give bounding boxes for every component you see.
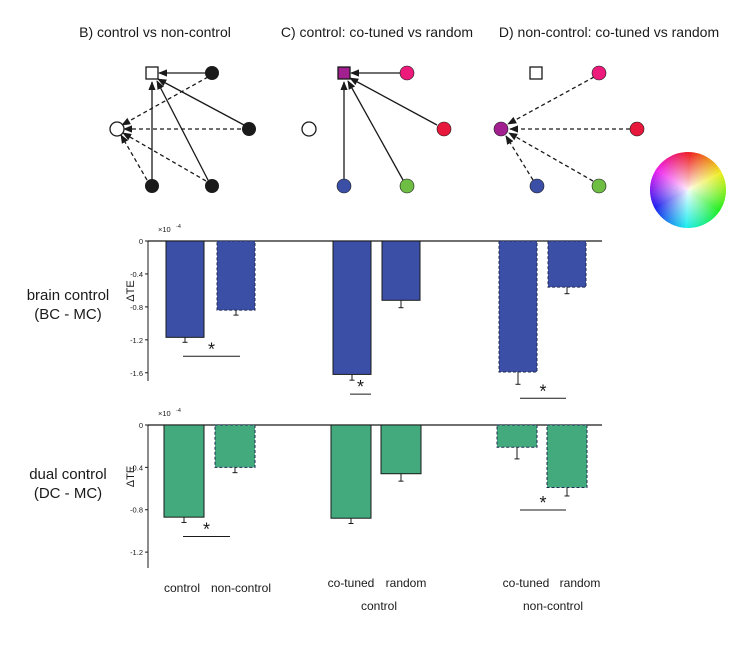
bar [216,240,256,311]
node-circle-d [493,121,509,137]
node-b-4 [205,179,219,193]
bar-chart-dual-control: 0 -0.4 -0.8 -1.2 ×10 -4 ΔTE * * [125,408,602,568]
x-label-group-non-control: non-control [523,599,583,613]
x-label-control: control [164,581,200,595]
bar [330,424,372,519]
node-d-green [591,178,607,194]
y-tick-label: -0.8 [130,303,143,312]
scale-label: ×10 [158,409,171,418]
panel-title-c: C) control: co-tuned vs random [281,24,473,40]
y-tick-label: 0 [139,421,143,430]
node-square-c [337,66,351,80]
y-tick-label: -0.4 [130,270,143,279]
color-wheel-icon [650,151,726,229]
scale-exponent: -4 [176,224,181,230]
bar [380,424,422,475]
significance-star: * [203,519,210,539]
significance-star: * [357,377,364,397]
scale-exponent: -4 [176,408,181,414]
x-label-co-tuned-non-control: co-tuned [503,576,550,590]
y-tick-label: -1.2 [130,336,143,345]
significance-star: * [539,381,546,401]
network-diagram-b [120,69,245,182]
node-square-d [529,66,543,80]
node-d-red [629,121,645,137]
x-label-co-tuned-control: co-tuned [328,576,375,590]
y-tick-label: -0.4 [130,463,143,472]
node-c-red [436,121,452,137]
x-label-random-non-control: random [560,576,601,590]
bar [496,424,538,448]
y-axis-label: ΔTE [125,466,137,487]
y-axis-label: ΔTE [125,280,137,301]
node-circle-c [301,121,317,137]
bar [214,424,256,468]
node-c-blue [336,178,352,194]
row-label-dc-line2: (DC - MC) [34,485,102,502]
x-label-random-control: random [386,576,427,590]
bar [547,240,587,288]
node-d-blue [529,178,545,194]
node-c-pink [399,65,415,81]
significance-star: * [539,493,546,513]
node-c-green [399,178,415,194]
row-label-bc-line2: (BC - MC) [34,306,102,323]
significance-star: * [208,339,215,359]
node-b-2 [242,122,256,136]
bar [381,240,421,301]
node-b-1 [205,66,219,80]
y-tick-label: -1.6 [130,369,143,378]
row-label-dc-line1: dual control [29,466,107,483]
node-circle-b [109,121,125,137]
y-tick-label: -0.8 [130,506,143,515]
color-wheel-center [650,152,726,228]
bar [498,240,538,373]
x-label-non-control: non-control [211,581,271,595]
bar [332,240,372,375]
bar [546,424,588,488]
panel-title-d: D) non-control: co-tuned vs random [499,24,719,40]
row-label-bc-line1: brain control [27,287,110,304]
y-tick-label: -1.2 [130,548,143,557]
node-square-b [145,66,159,80]
bar [165,240,205,338]
network-diagram-d [505,76,630,182]
bar-chart-brain-control: 0 -0.4 -0.8 -1.2 -1.6 ×10 -4 ΔTE * * * [125,224,602,401]
panel-title-b: B) control vs non-control [79,24,231,40]
scale-label: ×10 [158,225,171,234]
bar [163,424,205,518]
x-label-group-control: control [361,599,397,613]
node-d-pink [591,65,607,81]
network-diagram-c [340,69,438,181]
y-tick-label: 0 [139,237,143,246]
node-b-3 [145,179,159,193]
